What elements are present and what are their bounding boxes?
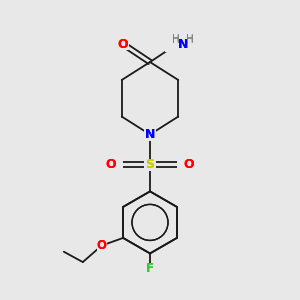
Text: F: F (146, 262, 154, 275)
FancyBboxPatch shape (111, 159, 123, 171)
FancyBboxPatch shape (177, 159, 189, 171)
Text: S: S (146, 158, 154, 171)
Text: O: O (106, 158, 116, 171)
Text: O: O (118, 38, 128, 51)
FancyBboxPatch shape (144, 159, 156, 171)
Text: H: H (186, 35, 194, 45)
Text: H: H (186, 34, 194, 44)
FancyBboxPatch shape (144, 159, 156, 171)
Text: O: O (97, 239, 107, 252)
FancyBboxPatch shape (118, 38, 129, 50)
FancyBboxPatch shape (97, 240, 107, 251)
Text: N: N (145, 128, 155, 141)
FancyBboxPatch shape (145, 264, 155, 274)
Text: O: O (184, 158, 194, 171)
Text: N: N (178, 38, 188, 51)
Text: N: N (178, 38, 188, 51)
FancyBboxPatch shape (144, 128, 156, 141)
Text: O: O (118, 38, 128, 51)
Text: F: F (146, 262, 154, 275)
FancyBboxPatch shape (177, 159, 189, 171)
FancyBboxPatch shape (145, 264, 155, 274)
FancyBboxPatch shape (97, 240, 107, 251)
Text: H: H (172, 34, 180, 44)
FancyBboxPatch shape (111, 159, 123, 171)
Text: S: S (146, 158, 154, 171)
Text: O: O (106, 158, 116, 171)
FancyBboxPatch shape (165, 37, 189, 52)
Text: O: O (184, 158, 194, 171)
FancyBboxPatch shape (167, 37, 187, 51)
Text: H: H (172, 35, 180, 45)
Text: O: O (97, 239, 107, 252)
Text: N: N (145, 128, 155, 141)
FancyBboxPatch shape (144, 128, 156, 141)
FancyBboxPatch shape (118, 38, 129, 50)
